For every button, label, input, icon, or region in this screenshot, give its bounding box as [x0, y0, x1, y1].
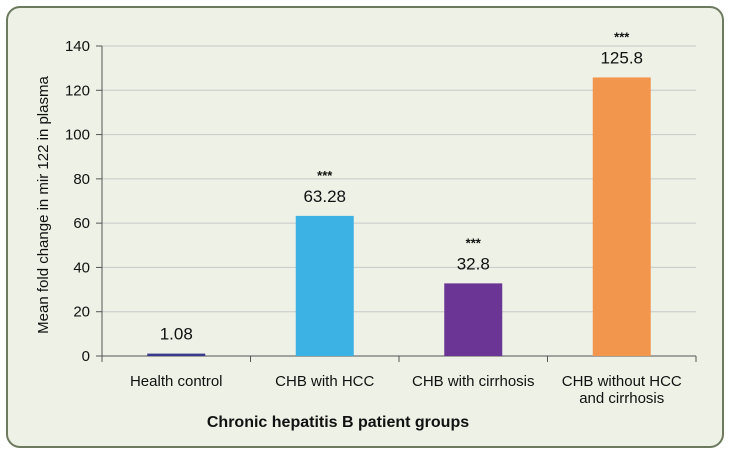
y-tick-label: 120 — [65, 82, 90, 99]
x-axis-title: Chronic hepatitis B patient groups — [207, 414, 469, 431]
data-labels: 1.08 63.28 *** 32.8 *** 125.8 *** — [160, 29, 643, 343]
data-label: 63.28 — [303, 187, 346, 206]
x-tick-label: Health control — [130, 373, 223, 390]
y-tick-label: 140 — [65, 38, 90, 55]
y-tick-label: 20 — [73, 304, 90, 321]
bar — [295, 215, 354, 356]
x-tick-label: CHB with HCC — [275, 373, 374, 390]
y-axis-title: Mean fold change in mir 122 in plasma — [35, 76, 52, 334]
data-label: 1.08 — [160, 325, 193, 344]
y-tick-label: 60 — [73, 215, 90, 232]
data-label: 32.8 — [457, 254, 490, 273]
bar — [147, 353, 206, 356]
y-tick-label: 100 — [65, 127, 90, 144]
y-tick-label: 40 — [73, 259, 90, 276]
x-tick-label: CHB without HCC — [562, 373, 682, 390]
y-tick-label: 80 — [73, 171, 90, 188]
y-tick-labels: 0 20 40 60 80 100 120 140 — [65, 38, 90, 365]
significance-marker: *** — [466, 235, 482, 250]
bar — [592, 77, 651, 356]
x-tick-label: and cirrhosis — [579, 390, 664, 407]
data-label: 125.8 — [600, 48, 643, 67]
significance-marker: *** — [317, 168, 333, 183]
x-tick-label: CHB with cirrhosis — [412, 373, 535, 390]
bar — [444, 283, 503, 356]
y-tick-label: 0 — [82, 348, 90, 365]
significance-marker: *** — [614, 29, 630, 44]
x-category-labels: Health control CHB with HCC CHB with cirrh… — [130, 373, 682, 407]
bars — [147, 77, 651, 356]
